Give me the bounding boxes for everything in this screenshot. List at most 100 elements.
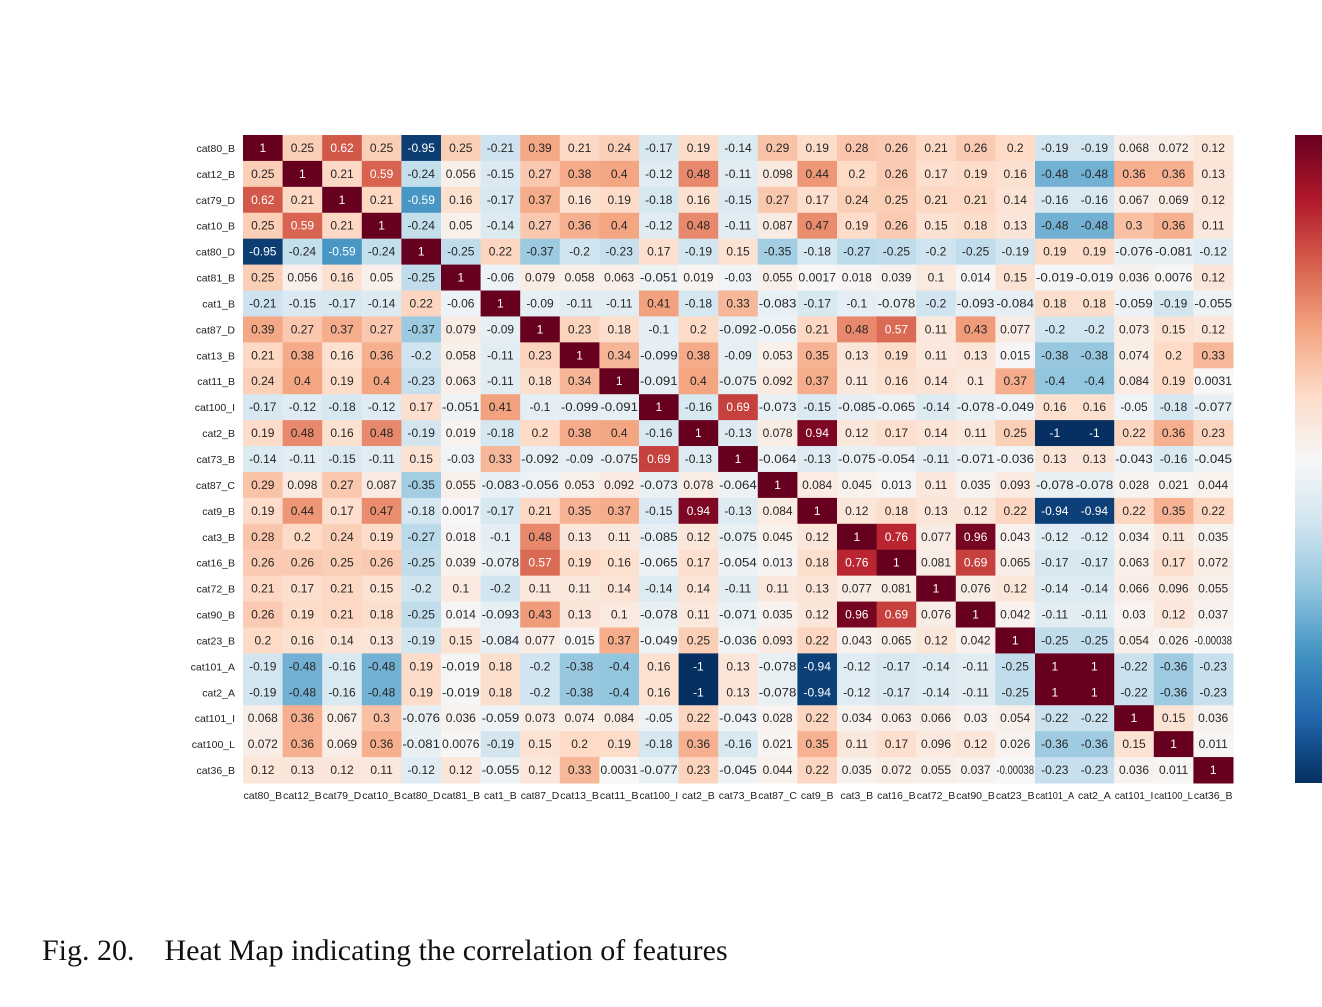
cell-value-label: -0.24: [408, 219, 436, 233]
heatmap-cell: [995, 264, 1036, 292]
cell-value-label: 0.17: [1162, 556, 1186, 570]
cell-value-label: 0.21: [924, 141, 948, 155]
heatmap-cell: [995, 653, 1036, 680]
cell-value-label: 0.25: [251, 167, 275, 181]
cell-value-label: 0.11: [1202, 219, 1225, 233]
heatmap-cell: [480, 601, 521, 628]
cell-value-label: 0.37: [1004, 374, 1028, 388]
cell-value-label: -0.17: [328, 296, 356, 310]
heatmap-cell: [757, 368, 798, 395]
cell-value-label: -0.23: [1200, 659, 1228, 673]
cell-value-label: 0.053: [763, 348, 793, 362]
heatmap-cell: [559, 264, 600, 292]
cell-value-label: -0.081: [1155, 245, 1193, 259]
heatmap-cell: [480, 757, 521, 784]
cell-value-label: 0.36: [1162, 219, 1186, 233]
heatmap-cell: [361, 497, 402, 525]
heatmap-cell: [797, 160, 838, 188]
heatmap-cell: [322, 290, 363, 317]
heatmap-cell: [678, 316, 719, 343]
y-tick-labels: cat80_B cat12_B cat79_D cat10_B cat80_D cat81…: [191, 143, 236, 777]
cell-value-label: -0.4: [1084, 374, 1105, 388]
heatmap-cell: [243, 679, 284, 706]
cell-value-label: 0.12: [1004, 582, 1028, 596]
heatmap-cell: [1193, 731, 1234, 758]
cell-value-label: 0.35: [568, 504, 592, 518]
cell-value-label: -0.12: [1041, 530, 1069, 544]
y-tick-label: cat100_I: [195, 402, 235, 414]
heatmap-cell: [916, 653, 957, 680]
cell-value-label: -0.09: [487, 322, 515, 336]
cell-value-label: 0.13: [568, 608, 592, 622]
heatmap-cell: [639, 705, 680, 732]
heatmap-cell: [1035, 212, 1076, 240]
cell-value-label: -0.25: [962, 245, 990, 259]
heatmap-cell: [837, 575, 878, 603]
heatmap-cell: [1035, 471, 1076, 499]
heatmap-cell: [1193, 394, 1234, 421]
cell-value-label: -0.11: [1081, 608, 1108, 622]
cell-value-label: -0.95: [408, 141, 436, 155]
heatmap-cell: [441, 238, 482, 266]
heatmap-cell: [480, 368, 521, 395]
heatmap-cell: [520, 290, 561, 317]
cell-value-label: 0.24: [608, 141, 632, 155]
y-tick-label: cat12_B: [196, 169, 235, 181]
cell-value-label: -0.11: [368, 452, 395, 466]
heatmap-cell: [559, 135, 600, 162]
cell-value-label: 0.25: [687, 633, 711, 647]
x-tick-label: cat2_B: [682, 790, 715, 802]
cell-value-label: 0.4: [611, 219, 628, 233]
x-tick-label: cat100_L: [1154, 790, 1193, 802]
heatmap-cell: [797, 316, 838, 343]
heatmap-cell: [1114, 679, 1155, 706]
cell-value-label: -0.18: [487, 426, 515, 440]
cell-value-label: 0.15: [1122, 737, 1146, 751]
cell-value-label: 0.12: [845, 426, 869, 440]
heatmap-cell: [995, 471, 1036, 499]
heatmap-cell: [837, 601, 878, 628]
cell-value-label: 0.077: [525, 633, 555, 647]
heatmap-cell: [599, 497, 640, 525]
cell-value-label: 0.48: [687, 167, 711, 181]
cell-value-label: 0.19: [806, 141, 830, 155]
heatmap-cell: [1153, 549, 1194, 577]
heatmap-cell: [1193, 368, 1234, 395]
heatmap-cell: [1114, 238, 1155, 266]
cell-value-label: -0.065: [640, 556, 678, 570]
cell-value-label: 0.43: [528, 608, 552, 622]
heatmap-cell: [1074, 290, 1115, 317]
cell-value-label: 0.12: [330, 763, 354, 777]
cell-value-label: -0.23: [408, 374, 436, 388]
heatmap-cell: [480, 497, 521, 525]
cell-value-label: -0.25: [1002, 659, 1030, 673]
heatmap-cell: [757, 757, 798, 784]
heatmap-cell: [678, 705, 719, 732]
cell-value-label: -0.14: [724, 141, 752, 155]
cell-value-label: 0.24: [251, 374, 275, 388]
x-tick-labels: cat80_B cat12_B cat79_D cat10_B cat80_D cat81…: [244, 790, 1233, 802]
cell-value-label: -0.084: [482, 633, 520, 647]
cell-value-label: 1: [1131, 711, 1138, 725]
heatmap-cell: [718, 523, 759, 551]
heatmap-cell: [520, 679, 561, 706]
x-tick-label: cat36_B: [1194, 790, 1233, 802]
heatmap-cell: [361, 601, 402, 628]
cell-value-label: 0.093: [1000, 478, 1030, 492]
cell-value-label: 0.26: [885, 219, 909, 233]
heatmap-cell: [1074, 471, 1115, 499]
cell-value-label: -0.48: [368, 685, 396, 699]
heatmap-cell: [757, 601, 798, 628]
heatmap-cell: [243, 264, 284, 292]
heatmap-cell: [757, 264, 798, 292]
heatmap-cell: [955, 575, 996, 603]
heatmap-cell: [282, 471, 323, 499]
cell-value-label: 0.2: [532, 426, 549, 440]
heatmap-cell: [797, 420, 838, 447]
cell-value-label: 0.12: [1162, 608, 1186, 622]
heatmap-cell: [995, 627, 1036, 654]
cell-value-label: 0.23: [528, 348, 552, 362]
heatmap-cell: [322, 264, 363, 292]
cell-value-label: 0.17: [410, 400, 434, 414]
cell-value-label: 0.37: [528, 193, 552, 207]
